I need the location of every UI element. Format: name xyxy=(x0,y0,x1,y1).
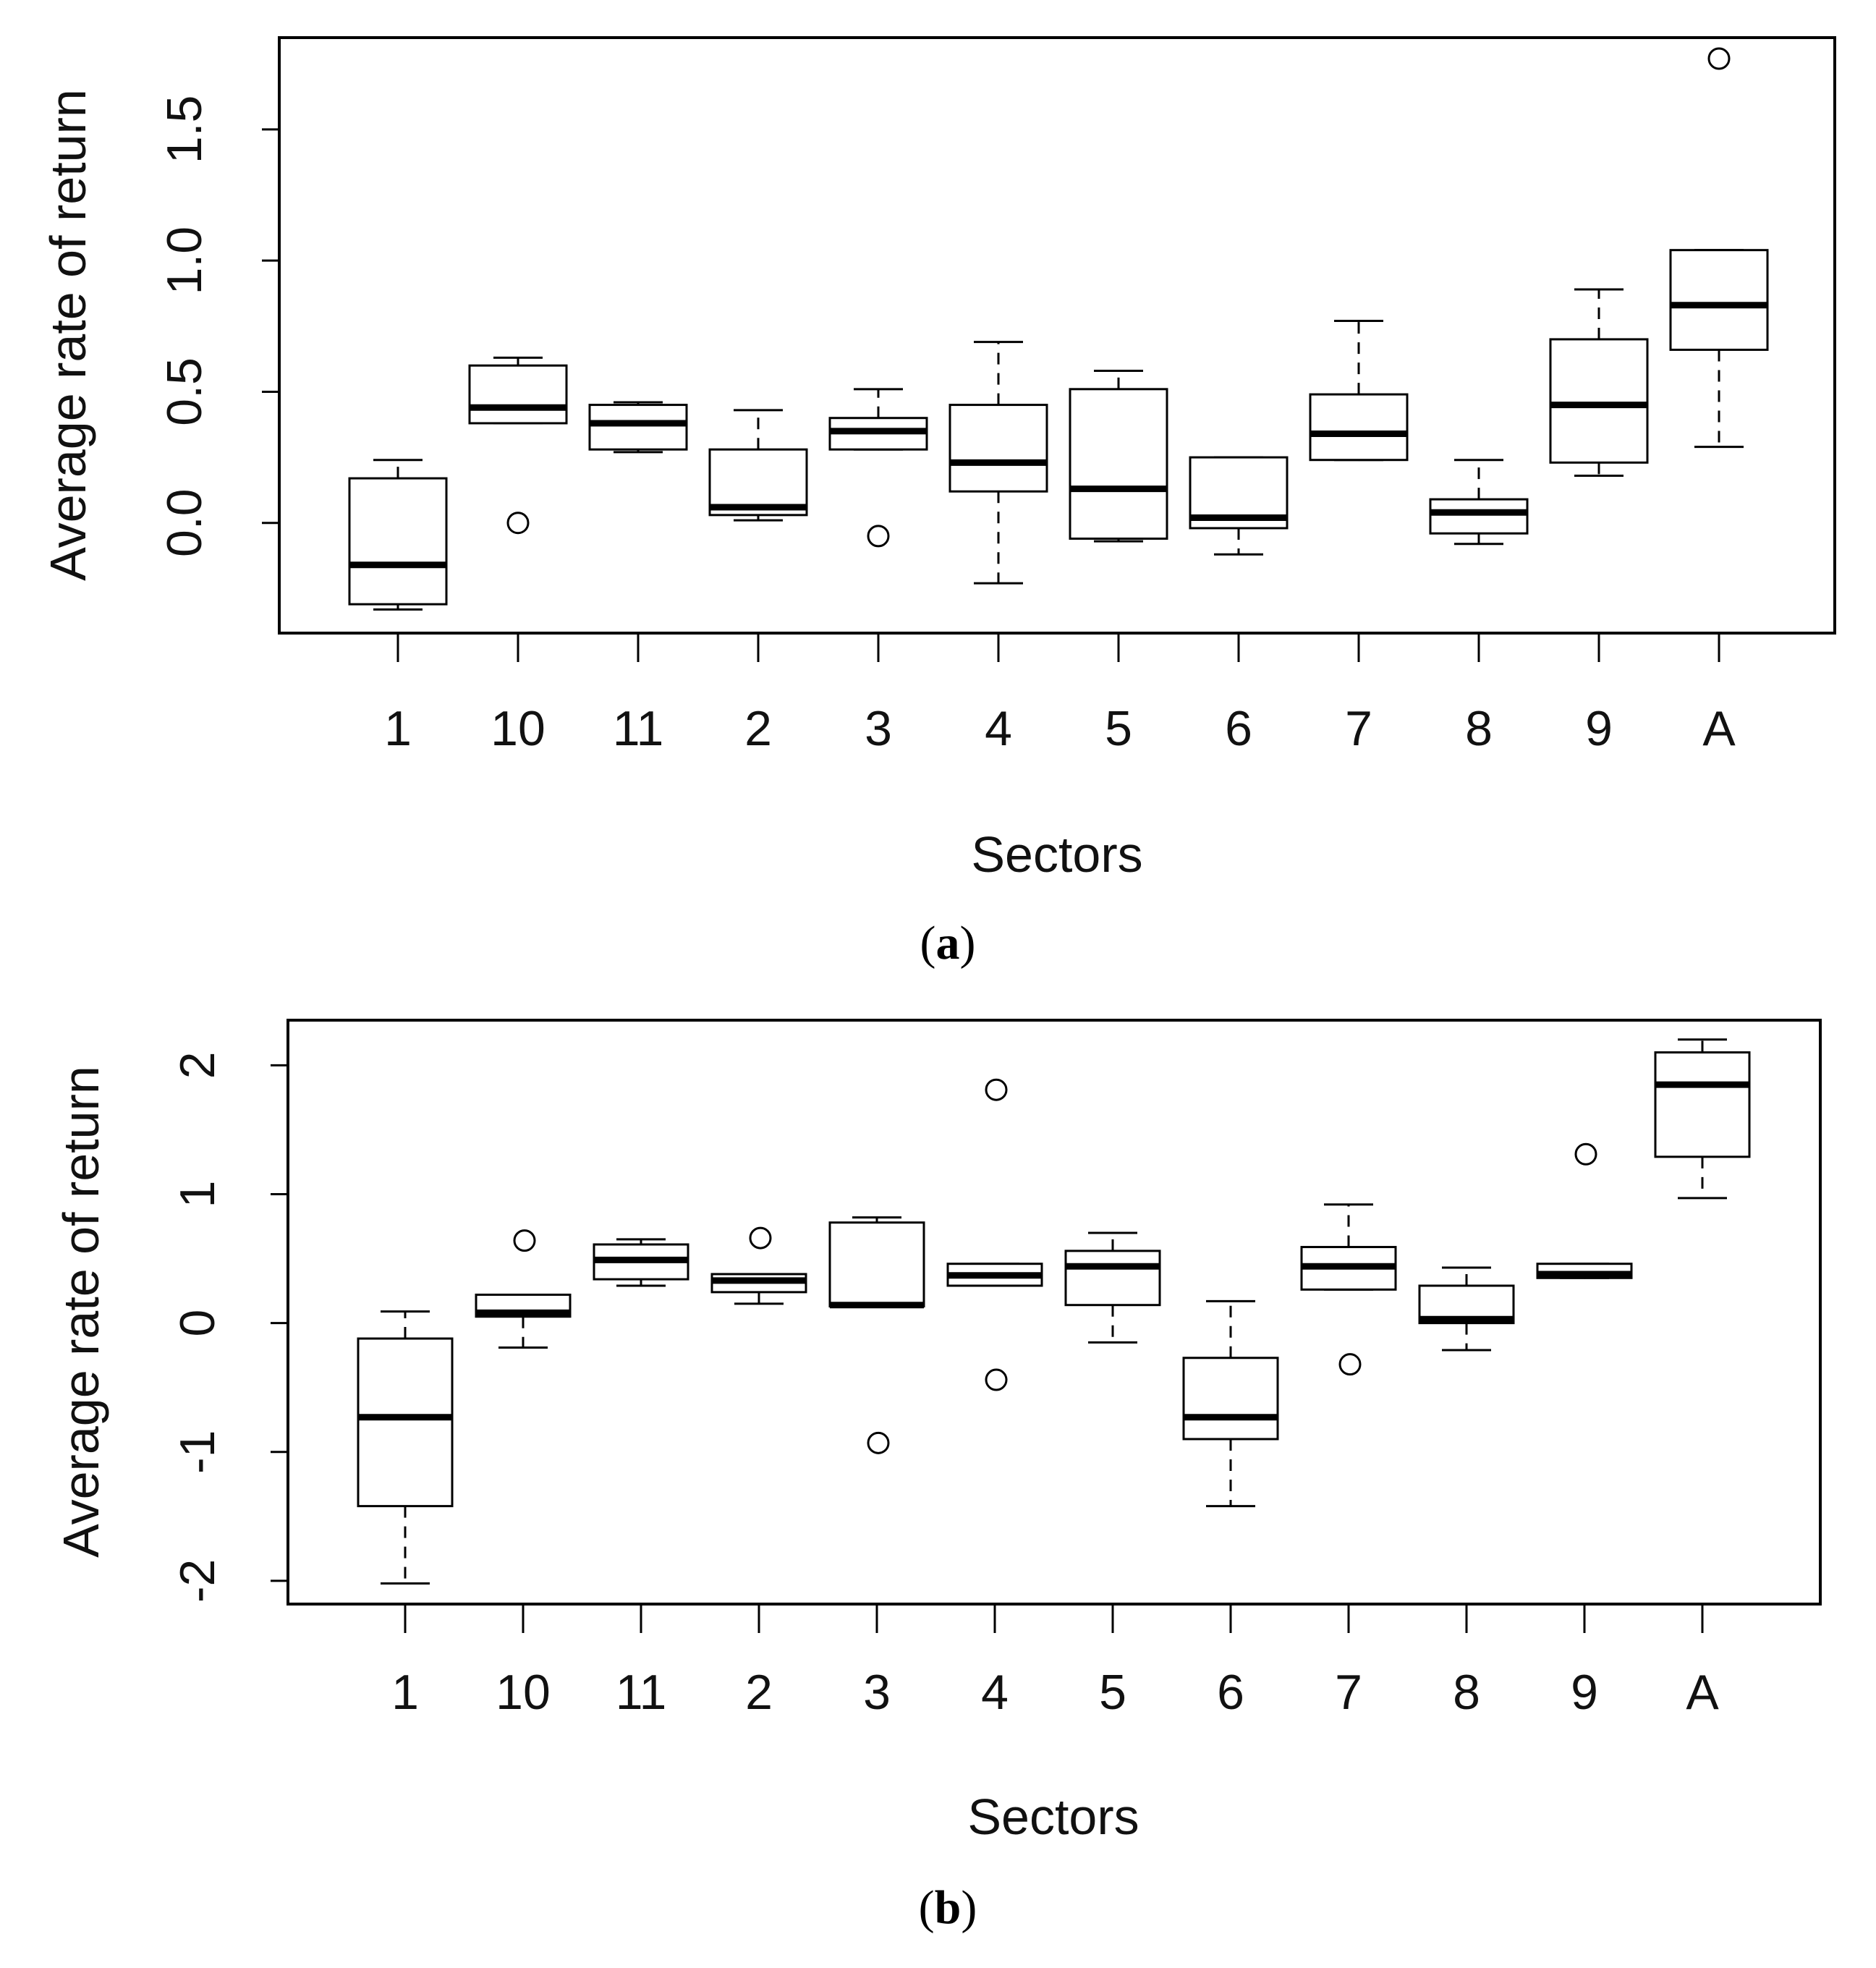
box-1 xyxy=(348,459,448,611)
box-body xyxy=(1182,1357,1279,1441)
x-tick-label: 5 xyxy=(1105,701,1132,756)
x-tick-label: 11 xyxy=(616,1665,667,1720)
box-body xyxy=(828,1221,925,1307)
x-tick-label: 9 xyxy=(1571,1665,1598,1720)
box-9 xyxy=(1549,288,1649,477)
panel-b: -2 -1 0 1 2 1 10 11 2 3 4 5 6 7 8 9 A Sectors Average r… xyxy=(53,1019,1822,1934)
x-axis-title-b: Sectors xyxy=(967,1789,1139,1845)
x-tick-label: 8 xyxy=(1453,1665,1480,1720)
box-6 xyxy=(1182,1299,1279,1508)
box-A xyxy=(1669,47,1769,449)
y-tick-label: -1 xyxy=(170,1430,225,1474)
box-7 xyxy=(1309,320,1409,462)
x-tick-label: 8 xyxy=(1465,701,1493,756)
box-4 xyxy=(948,341,1048,585)
box-5 xyxy=(1069,369,1168,543)
x-tick-label: A xyxy=(1702,701,1736,756)
box-body xyxy=(1669,249,1769,351)
box-7 xyxy=(1300,1203,1397,1376)
outlier-point xyxy=(1574,1142,1597,1166)
x-tick-label: A xyxy=(1686,1665,1719,1720)
box-body xyxy=(1064,1250,1161,1307)
box-2 xyxy=(708,409,808,522)
x-tick-label: 7 xyxy=(1345,701,1372,756)
outlier-point xyxy=(985,1078,1008,1101)
x-tick-label: 3 xyxy=(865,701,892,756)
box-10 xyxy=(475,1229,572,1349)
box-body xyxy=(348,477,448,606)
box-1 xyxy=(357,1310,454,1585)
box-5 xyxy=(1064,1231,1161,1344)
x-axis-title-a: Sectors xyxy=(971,826,1142,883)
y-axis-title-b: Average rate of return xyxy=(53,1066,109,1558)
box-6 xyxy=(1189,456,1289,556)
outlier-point xyxy=(867,1431,890,1454)
box-11 xyxy=(588,401,688,454)
x-tick-label: 2 xyxy=(744,701,772,756)
box-9 xyxy=(1536,1142,1633,1279)
panel-a: 0.0 0.5 1.0 1.5 1 10 11 2 3 4 5 6 7 8 9 A Sectors Aver… xyxy=(40,36,1836,970)
boxes-a xyxy=(348,47,1769,611)
box-body xyxy=(1549,338,1649,464)
x-tick-label: 10 xyxy=(491,701,546,756)
y-tick-label: 0 xyxy=(170,1310,225,1337)
outlier-point xyxy=(513,1229,536,1252)
x-tick-label: 3 xyxy=(863,1665,891,1720)
outlier-point xyxy=(1707,47,1731,70)
box-8 xyxy=(1418,1266,1515,1352)
y-tick-label: 0.5 xyxy=(157,357,212,426)
y-axis-a: 0.0 0.5 1.0 1.5 xyxy=(157,96,281,557)
x-tick-label: 7 xyxy=(1335,1665,1362,1720)
outlier-point xyxy=(985,1368,1008,1391)
y-tick-label: 1.0 xyxy=(157,226,212,295)
y-tick-label: 0.0 xyxy=(157,488,212,557)
box-body xyxy=(468,364,568,425)
x-tick-label: 9 xyxy=(1585,701,1613,756)
box-3 xyxy=(828,388,928,548)
caption-b-letter: b xyxy=(935,1881,962,1934)
x-tick-label: 4 xyxy=(981,1665,1009,1720)
x-tick-label: 4 xyxy=(985,701,1012,756)
box-4 xyxy=(946,1078,1043,1391)
x-tick-label: 2 xyxy=(745,1665,773,1720)
y-axis-b: -2 -1 0 1 2 xyxy=(170,1051,289,1603)
x-axis-a: 1 10 11 2 3 4 5 6 7 8 9 A xyxy=(384,633,1736,756)
box-11 xyxy=(593,1238,689,1287)
outlier-point xyxy=(1338,1353,1362,1376)
y-tick-label: -2 xyxy=(170,1559,225,1603)
box-10 xyxy=(468,356,568,535)
box-3 xyxy=(828,1216,925,1454)
x-tick-label: 11 xyxy=(613,701,664,756)
y-tick-label: 1 xyxy=(170,1181,225,1208)
caption-a-letter: a xyxy=(936,917,960,970)
x-tick-label: 6 xyxy=(1217,1665,1244,1720)
box-A xyxy=(1654,1038,1751,1200)
x-tick-label: 1 xyxy=(391,1665,419,1720)
box-body xyxy=(1654,1051,1751,1158)
box-body xyxy=(588,404,688,451)
box-body xyxy=(948,404,1048,493)
outlier-point xyxy=(506,512,530,535)
y-tick-label: 1.5 xyxy=(157,96,212,164)
outlier-point xyxy=(867,525,890,548)
box-body xyxy=(357,1337,454,1508)
box-8 xyxy=(1429,459,1529,546)
x-tick-label: 6 xyxy=(1225,701,1252,756)
caption-b: (b) xyxy=(919,1881,977,1934)
y-tick-label: 2 xyxy=(170,1051,225,1079)
caption-a: (a) xyxy=(920,917,976,970)
y-axis-title-a: Average rate of return xyxy=(40,89,96,581)
x-tick-label: 5 xyxy=(1099,1665,1126,1720)
plot-frame-a xyxy=(278,36,1836,635)
box-body xyxy=(1069,388,1168,540)
box-2 xyxy=(710,1226,807,1305)
x-tick-label: 1 xyxy=(384,701,412,756)
box-body xyxy=(1429,498,1529,535)
x-axis-b: 1 10 11 2 3 4 5 6 7 8 9 A xyxy=(391,1604,1719,1720)
outlier-point xyxy=(749,1226,772,1250)
x-tick-label: 10 xyxy=(496,1665,551,1720)
box-body xyxy=(1309,393,1409,462)
boxes-b xyxy=(357,1038,1751,1585)
